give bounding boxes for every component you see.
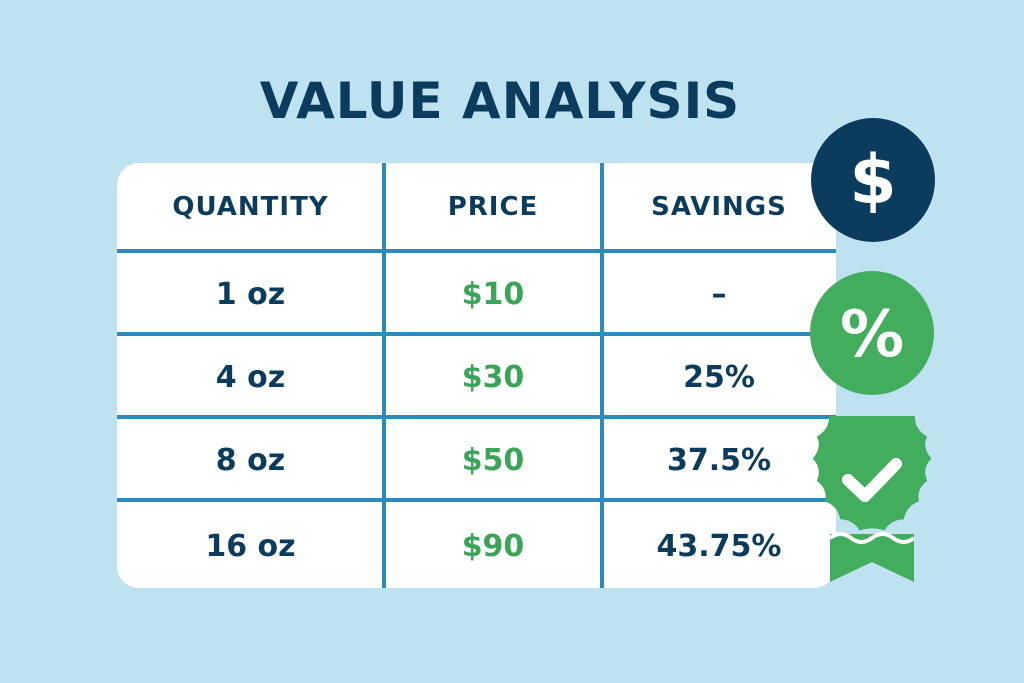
cell-savings: 43.75% — [656, 528, 782, 564]
value-table: QUANTITY PRICE SAVINGS 1 oz $10 – 4 oz $… — [117, 163, 836, 588]
table-row: 8 oz $50 37.5% — [117, 421, 836, 500]
cell-savings: 25% — [683, 360, 755, 395]
row-divider — [117, 498, 836, 502]
percent-circle-icon: % — [810, 271, 934, 395]
column-divider — [382, 163, 386, 588]
cell-quantity: 1 oz — [215, 277, 286, 312]
cell-quantity: 16 oz — [205, 528, 296, 564]
cell-price: $30 — [461, 360, 525, 395]
table-header-row: QUANTITY PRICE SAVINGS — [117, 163, 836, 251]
header-price: PRICE — [447, 192, 539, 222]
row-divider — [117, 249, 836, 253]
row-divider — [117, 332, 836, 336]
cell-quantity: 8 oz — [215, 443, 286, 478]
cell-savings: – — [711, 277, 727, 312]
cell-price: $90 — [461, 528, 525, 564]
check-badge-icon — [812, 416, 932, 582]
table-row: 1 oz $10 – — [117, 255, 836, 334]
cell-price: $50 — [461, 443, 525, 478]
dollar-circle-icon: $ — [811, 118, 935, 242]
cell-quantity: 4 oz — [215, 360, 286, 395]
svg-text:%: % — [840, 298, 904, 372]
header-quantity: QUANTITY — [172, 192, 329, 222]
column-divider — [600, 163, 604, 588]
cell-savings: 37.5% — [666, 443, 772, 478]
row-divider — [117, 415, 836, 419]
cell-price: $10 — [461, 277, 525, 312]
page-title: VALUE ANALYSIS — [259, 72, 741, 130]
table-row: 4 oz $30 25% — [117, 338, 836, 417]
svg-text:$: $ — [849, 141, 896, 220]
table-row: 16 oz $90 43.75% — [117, 504, 836, 588]
header-savings: SAVINGS — [651, 192, 787, 222]
